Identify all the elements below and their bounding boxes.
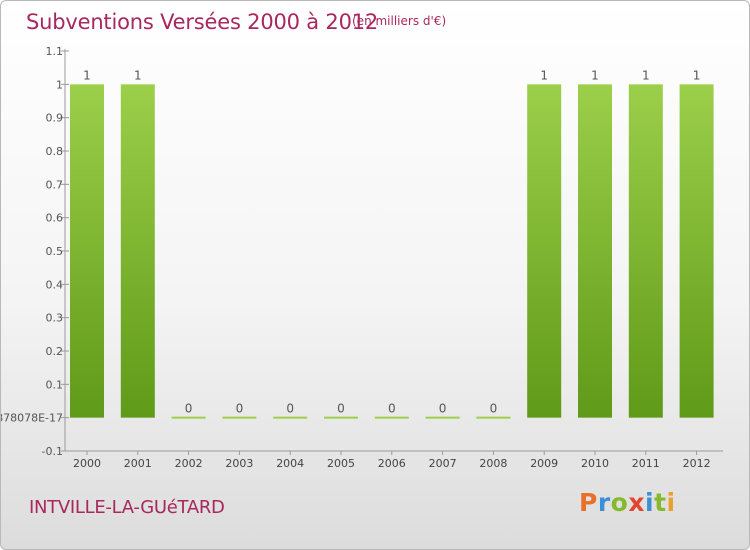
- bar: [324, 416, 358, 419]
- logo-letter: i: [645, 488, 655, 517]
- logo-letter: r: [597, 488, 611, 517]
- y-tick-label: 0.7: [46, 178, 64, 191]
- data-label: 0: [337, 402, 345, 416]
- data-label: 1: [693, 68, 701, 82]
- bar: [70, 84, 104, 418]
- bar: [527, 84, 562, 418]
- y-tick-label: 0.1: [46, 378, 64, 391]
- x-tick-label: 2002: [175, 457, 203, 470]
- y-tick-label: 0.3: [46, 312, 64, 325]
- bar: [222, 416, 257, 419]
- x-tick-label: 2004: [276, 457, 304, 470]
- y-tick-label: 1.38777878078E-17: [1, 412, 63, 425]
- data-label: 1: [642, 68, 650, 82]
- bar: [273, 416, 308, 419]
- commune-name: INTVILLE-LA-GUéTARD: [29, 497, 225, 518]
- data-label: 0: [439, 402, 447, 416]
- bar: [628, 84, 663, 418]
- y-tick-label: 0.2: [46, 345, 64, 358]
- x-tick-label: 2005: [327, 457, 355, 470]
- y-tick-label: 0.4: [46, 278, 64, 291]
- value-labels: 1 1 0 0 0 0 0 0 0 1 1 1 1: [83, 68, 700, 415]
- y-tick-label: 1.1: [46, 45, 64, 58]
- x-tick-label: 2006: [378, 457, 406, 470]
- proxiti-logo[interactable]: Proxiti: [579, 488, 676, 517]
- data-label: 0: [286, 402, 294, 416]
- y-tick-label: 0.8: [46, 145, 64, 158]
- bar: [578, 84, 612, 418]
- chart-title: Subventions Versées 2000 à 2012: [26, 10, 379, 34]
- logo-letter: o: [610, 488, 629, 517]
- y-tick-label: 0.6: [46, 212, 64, 225]
- data-label: 1: [134, 68, 142, 82]
- logo-letter: P: [579, 488, 598, 517]
- x-tick-label: 2003: [225, 457, 253, 470]
- x-tick-label: 2009: [530, 457, 558, 470]
- y-tick-label: 0.9: [46, 112, 64, 125]
- bar: [425, 416, 460, 419]
- x-tick-label: 2007: [429, 457, 457, 470]
- data-label: 1: [83, 68, 91, 82]
- y-tick-label: 0.5: [46, 245, 64, 258]
- logo-letter: t: [654, 488, 667, 517]
- axes: -0.1 1.38777878078E-17 0.1 0.2 0.3 0.4 0.5 0.6 0…: [1, 45, 723, 470]
- logo-letter: x: [628, 488, 645, 517]
- data-label: 1: [591, 68, 599, 82]
- data-label: 0: [490, 402, 498, 416]
- x-tick-label: 2000: [73, 457, 101, 470]
- x-tick-label: 2012: [683, 457, 711, 470]
- data-label: 0: [388, 402, 396, 416]
- x-tick-label: 2010: [581, 457, 609, 470]
- data-label: 1: [540, 68, 548, 82]
- bar: [374, 416, 409, 419]
- data-label: 0: [185, 402, 193, 416]
- bar: [120, 84, 155, 418]
- x-tick-label: 2011: [632, 457, 660, 470]
- x-tick-label: 2008: [479, 457, 507, 470]
- logo-letter: i: [666, 488, 676, 517]
- y-tick-label: -0.1: [42, 445, 63, 458]
- chart-unit: (en milliers d'€): [352, 14, 447, 28]
- y-tick-label: 1: [56, 78, 63, 91]
- bar: [679, 84, 714, 418]
- data-label: 0: [236, 402, 244, 416]
- bars: [70, 84, 714, 419]
- bar: [476, 416, 511, 419]
- bar: [171, 416, 206, 419]
- x-tick-label: 2001: [124, 457, 152, 470]
